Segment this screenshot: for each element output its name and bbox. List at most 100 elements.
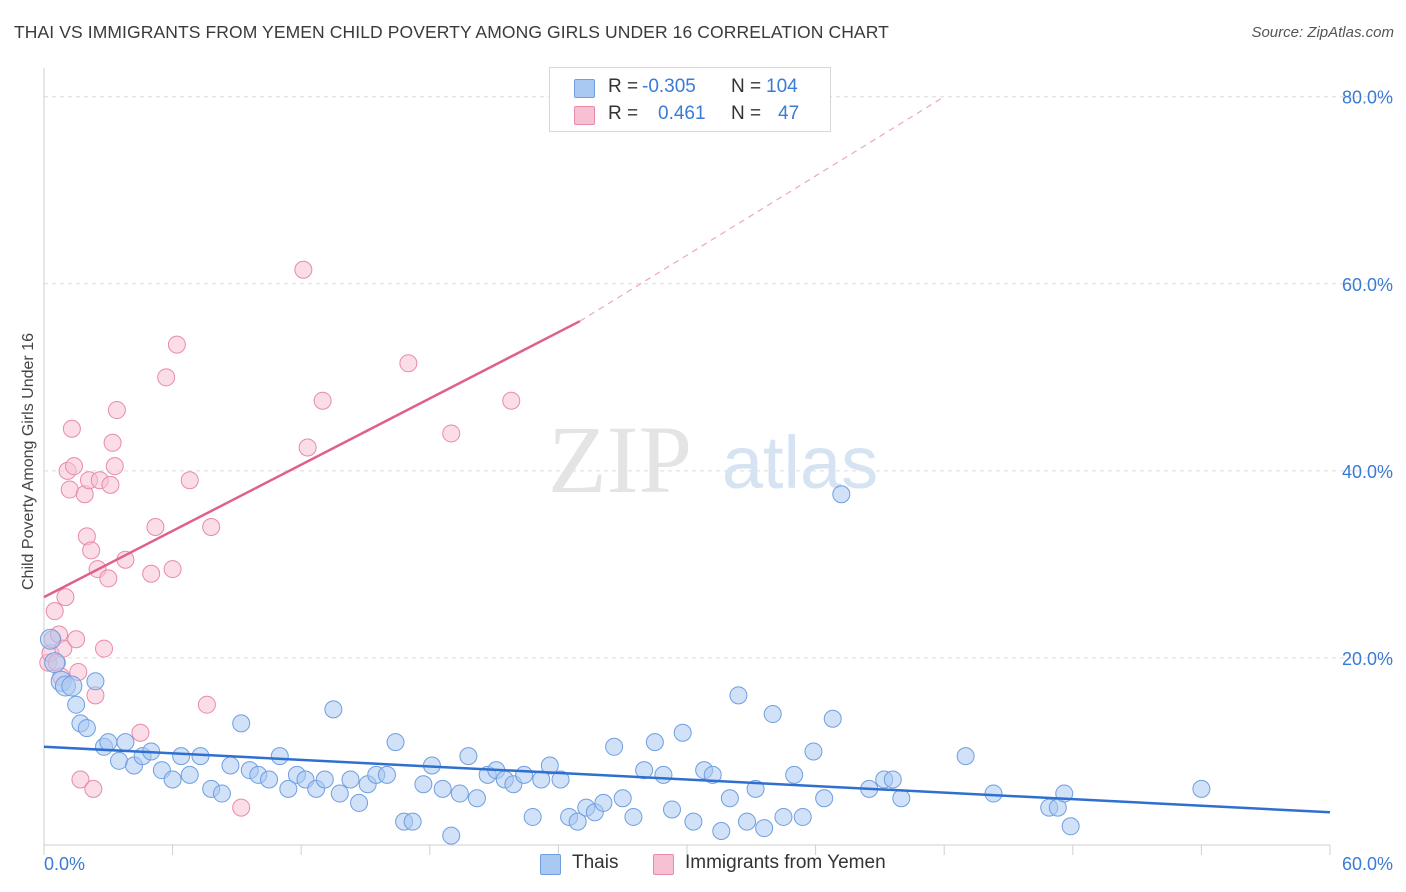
bottom-legend-label-yemen: Immigrants from Yemen	[685, 852, 886, 873]
thais-point	[720, 789, 739, 808]
thais-point	[442, 826, 461, 845]
y-tick-label: 40.0%	[1342, 462, 1393, 482]
legend-n-value-yemen: 47	[778, 103, 800, 124]
thais-point	[279, 779, 298, 798]
thais-point	[984, 784, 1003, 803]
thais-point	[568, 812, 587, 831]
yemen-point	[116, 550, 135, 569]
legend-n-label: N =	[731, 76, 762, 97]
legend-r-value-thais: -0.305	[642, 76, 696, 97]
thais-point	[823, 709, 842, 728]
watermark-atlas: atlas	[722, 421, 878, 504]
legend-swatch-thais	[574, 79, 595, 98]
thais-point	[815, 789, 834, 808]
yemen-point	[71, 770, 90, 789]
thais-point	[386, 733, 405, 752]
thais-point	[729, 686, 748, 705]
yemen-point	[84, 779, 103, 798]
yemen-point	[82, 541, 101, 560]
yemen-point	[99, 569, 118, 588]
yemen-point	[105, 457, 124, 476]
thais-point	[746, 779, 765, 798]
chart-title: THAI VS IMMIGRANTS FROM YEMEN CHILD POVE…	[14, 22, 889, 42]
thais-point	[99, 733, 118, 752]
yemen-point	[131, 723, 150, 742]
yemen-point	[62, 419, 81, 438]
yemen-trend-extension	[579, 96, 945, 322]
thais-point	[774, 807, 793, 826]
thais-point	[804, 742, 823, 761]
thais-point	[44, 652, 66, 674]
legend-n-label: N =	[731, 103, 762, 124]
thais-point	[738, 812, 757, 831]
yemen-point	[45, 602, 64, 621]
thais-point	[39, 628, 61, 650]
yemen-point	[313, 391, 332, 410]
yemen-point	[157, 368, 176, 387]
thais-point	[260, 770, 279, 789]
yemen-point	[67, 630, 86, 649]
yemen-point	[202, 517, 221, 536]
y-tick-label: 60.0%	[1342, 275, 1393, 295]
thais-point	[684, 812, 703, 831]
yemen-point	[103, 433, 122, 452]
yemen-point	[142, 564, 161, 583]
thais-point	[116, 733, 135, 752]
thais-point	[624, 807, 643, 826]
thais-point	[324, 700, 343, 719]
yemen-point	[399, 354, 418, 373]
source-label: Source: ZipAtlas.com	[1251, 24, 1394, 41]
legend-n-value-thais: 104	[766, 76, 798, 97]
tick-labels: 20.0% 40.0% 60.0% 80.0% 0.0% 60.0% Child Pover…	[20, 88, 1393, 874]
bottom-legend-swatch-yemen	[653, 854, 674, 875]
thais-point	[956, 747, 975, 766]
trend-lines	[43, 96, 1331, 814]
y-tick-label: 20.0%	[1342, 649, 1393, 669]
thais-point	[212, 784, 231, 803]
thais-point	[605, 737, 624, 756]
legend-r-value-yemen: 0.461	[658, 103, 706, 124]
thais-point	[414, 775, 433, 794]
thais-point	[86, 672, 105, 691]
thais-point	[673, 723, 692, 742]
yemen-point	[146, 517, 165, 536]
thais-point	[540, 756, 559, 775]
yemen-point	[163, 560, 182, 579]
thais-point	[180, 765, 199, 784]
thais-point	[450, 784, 469, 803]
thais-point	[662, 800, 681, 819]
yemen-trend-line	[43, 320, 581, 599]
thais-point	[883, 770, 902, 789]
thais-point	[341, 770, 360, 789]
yemen-point	[95, 639, 114, 658]
legend-r-label: R =	[608, 76, 639, 97]
legend-row-yemen: R = 0.461 N = 47	[550, 101, 830, 129]
yemen-point	[60, 480, 79, 499]
bottom-legend-label-thais: Thais	[572, 852, 619, 873]
axes	[43, 68, 1331, 855]
yemen-point	[232, 798, 251, 817]
yemen-point	[167, 335, 186, 354]
yemen-point	[442, 424, 461, 443]
thais-point	[110, 751, 129, 770]
thais-point	[1192, 779, 1211, 798]
thais-point	[594, 793, 613, 812]
thais-point	[645, 733, 664, 752]
x-tick-label: 60.0%	[1342, 854, 1393, 874]
thais-trend-line	[43, 745, 1331, 814]
thais-point	[163, 770, 182, 789]
thais-point	[67, 695, 86, 714]
y-tick-label: 80.0%	[1342, 88, 1393, 108]
thais-point	[77, 719, 96, 738]
yemen-point	[502, 391, 521, 410]
thais-point	[315, 770, 334, 789]
thais-point	[654, 765, 673, 784]
thais-point	[755, 819, 774, 838]
series-yemen-points	[39, 260, 521, 817]
thais-point	[1061, 817, 1080, 836]
thais-point	[433, 779, 452, 798]
yemen-point	[107, 401, 126, 420]
yemen-point	[101, 475, 120, 494]
thais-point	[793, 807, 812, 826]
